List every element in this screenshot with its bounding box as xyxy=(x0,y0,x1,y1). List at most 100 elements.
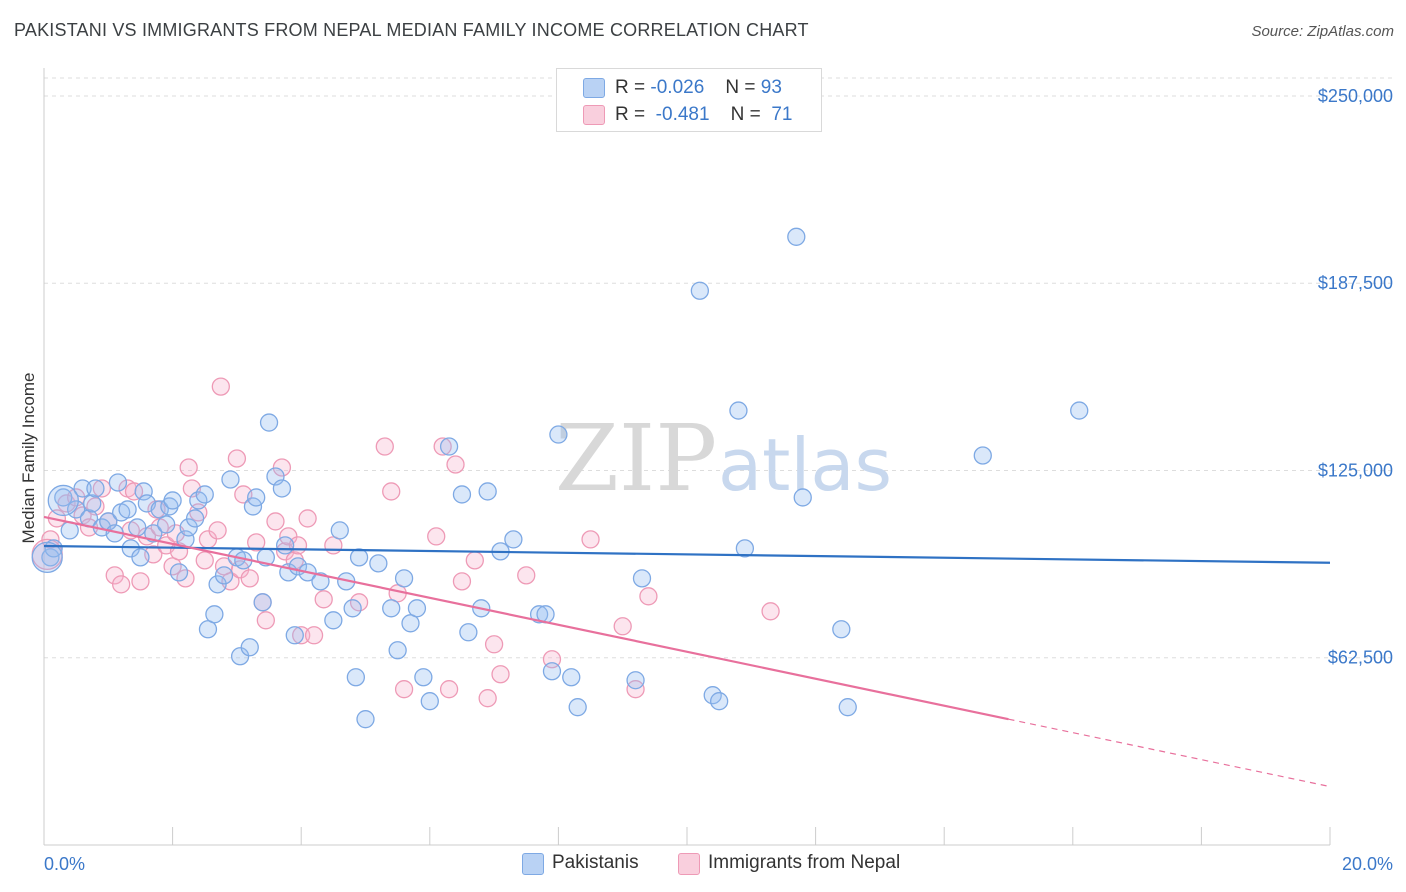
data-point xyxy=(272,479,292,498)
data-point xyxy=(761,602,780,621)
data-point xyxy=(626,671,645,690)
data-point xyxy=(266,512,285,531)
data-point xyxy=(256,611,275,630)
data-point xyxy=(388,641,407,660)
data-point xyxy=(205,605,224,624)
data-point xyxy=(92,479,112,498)
legend-r-label: R = xyxy=(615,104,646,125)
y-axis-title: Median Family Income xyxy=(19,372,38,543)
legend-r-value: -0.026 xyxy=(650,77,705,98)
watermark-zip: ZIP xyxy=(555,405,717,512)
data-point xyxy=(124,482,144,501)
data-point xyxy=(439,680,459,699)
data-point xyxy=(163,491,182,510)
data-point xyxy=(613,617,632,636)
data-point xyxy=(185,509,205,528)
data-point xyxy=(504,530,523,549)
data-point xyxy=(446,455,465,474)
data-point xyxy=(157,515,176,534)
legend-r-label: R = xyxy=(615,77,646,98)
legend-label-pakistanis: Pakistanis xyxy=(552,852,639,873)
legend-label-nepal: Immigrants from Nepal xyxy=(708,852,901,873)
data-point xyxy=(253,593,272,612)
data-point xyxy=(433,437,452,456)
data-point xyxy=(439,437,459,456)
data-point xyxy=(83,494,102,513)
data-point xyxy=(195,551,214,570)
legend-swatch-nepal-bottom xyxy=(678,853,700,875)
data-point xyxy=(179,518,198,537)
data-point xyxy=(452,572,472,591)
data-point xyxy=(478,689,497,708)
data-point xyxy=(86,479,105,498)
data-point xyxy=(414,668,433,687)
data-point xyxy=(369,554,388,573)
data-point xyxy=(214,566,234,585)
chart-title: PAKISTANI VS IMMIGRANTS FROM NEPAL MEDIA… xyxy=(14,20,809,40)
data-point xyxy=(562,668,581,687)
legend-swatch-pakistanis xyxy=(583,78,605,98)
data-point xyxy=(118,500,137,519)
data-point xyxy=(549,425,568,444)
data-point xyxy=(568,698,587,717)
data-point xyxy=(427,527,446,546)
data-point xyxy=(259,413,279,432)
data-point xyxy=(105,566,124,585)
data-point xyxy=(275,536,295,555)
correlation-legend: R = -0.026 N = 93 R = -0.481 N = 71 xyxy=(556,68,822,132)
data-point xyxy=(292,626,311,645)
data-point xyxy=(73,479,92,498)
data-point xyxy=(491,665,510,684)
x-tick-label-min: 0.0% xyxy=(44,854,85,874)
data-point xyxy=(1070,401,1089,420)
data-point xyxy=(465,551,484,570)
data-point xyxy=(311,572,330,591)
data-point-large xyxy=(31,541,63,574)
trend-line xyxy=(43,544,1331,564)
data-point xyxy=(247,533,266,552)
data-point xyxy=(356,710,375,729)
legend-n-label: N = xyxy=(730,104,761,125)
data-point xyxy=(581,530,600,549)
data-point xyxy=(787,227,806,246)
data-point xyxy=(407,599,427,618)
data-point xyxy=(346,668,366,687)
watermark: ZIP atlas xyxy=(555,405,892,512)
data-point xyxy=(330,521,349,540)
data-point xyxy=(131,548,150,567)
data-point xyxy=(247,488,266,507)
data-point xyxy=(632,569,652,588)
data-point xyxy=(459,623,478,642)
y-tick-label: $250,000 xyxy=(1318,86,1393,106)
data-point xyxy=(131,572,150,591)
data-point xyxy=(349,548,369,567)
trend-line xyxy=(43,515,1009,721)
trend-line-extrapolated xyxy=(1008,718,1331,788)
data-point xyxy=(179,458,198,477)
data-point xyxy=(272,458,292,477)
data-point xyxy=(517,566,536,585)
data-point xyxy=(735,539,755,558)
axis-layer xyxy=(43,68,1331,846)
data-point xyxy=(285,626,304,645)
axis-labels: $62,500 $125,000 $187,500 $250,000 0.0% 20.0%… xyxy=(19,86,1393,874)
legend-swatch-nepal xyxy=(583,105,605,125)
data-point xyxy=(382,482,401,501)
legend-swatch-pakistanis-bottom xyxy=(522,853,544,875)
data-point xyxy=(44,539,63,558)
data-point xyxy=(134,482,153,501)
data-point xyxy=(112,575,131,594)
data-point xyxy=(452,485,472,504)
data-point xyxy=(832,620,851,639)
data-point xyxy=(208,521,227,540)
data-point xyxy=(298,509,317,528)
data-point xyxy=(240,638,259,657)
data-point xyxy=(195,485,214,504)
data-point xyxy=(420,692,439,711)
data-point xyxy=(529,605,549,624)
y-tick-label: $62,500 xyxy=(1328,648,1393,668)
data-point xyxy=(324,611,343,630)
data-point xyxy=(240,569,259,588)
data-point xyxy=(484,635,504,654)
